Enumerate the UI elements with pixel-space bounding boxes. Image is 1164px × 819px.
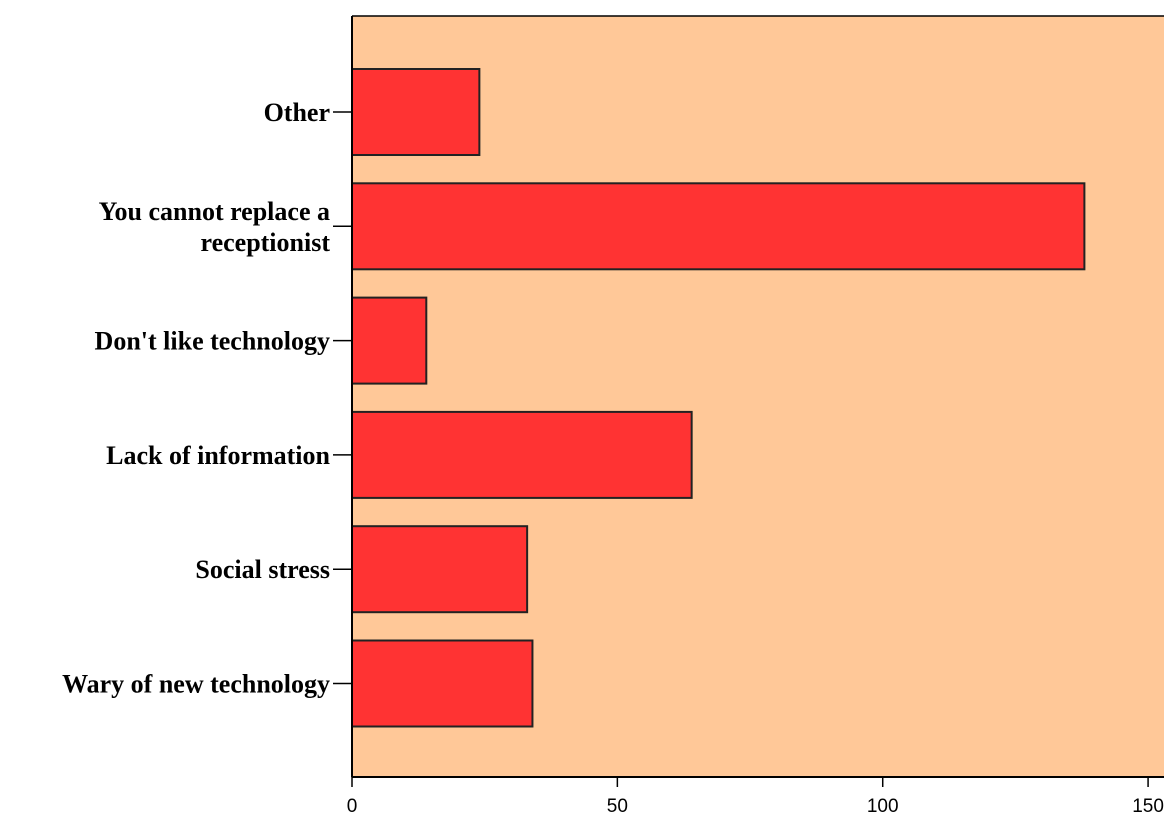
- category-label: Wary of new technology: [62, 670, 330, 699]
- bar: [351, 410, 693, 499]
- category-label: You cannot replace a: [99, 197, 330, 226]
- bar: [351, 182, 1086, 271]
- bars-group: [351, 68, 1086, 728]
- category-label: Don't like technology: [95, 327, 330, 356]
- bar: [351, 296, 428, 385]
- category-label: Social stress: [195, 555, 330, 584]
- category-label: receptionist: [201, 228, 331, 257]
- x-tick-label: 0: [347, 796, 358, 814]
- x-tick-label: 150: [1132, 796, 1164, 814]
- category-label: Lack of information: [106, 441, 330, 470]
- bar: [351, 68, 481, 156]
- bar: [351, 639, 534, 728]
- x-axis: 0 50 100 150: [347, 15, 1164, 817]
- category-label: Other: [264, 98, 330, 127]
- x-tick-label: 100: [867, 796, 899, 814]
- x-tick-label: 50: [607, 796, 628, 814]
- bar: [351, 525, 529, 614]
